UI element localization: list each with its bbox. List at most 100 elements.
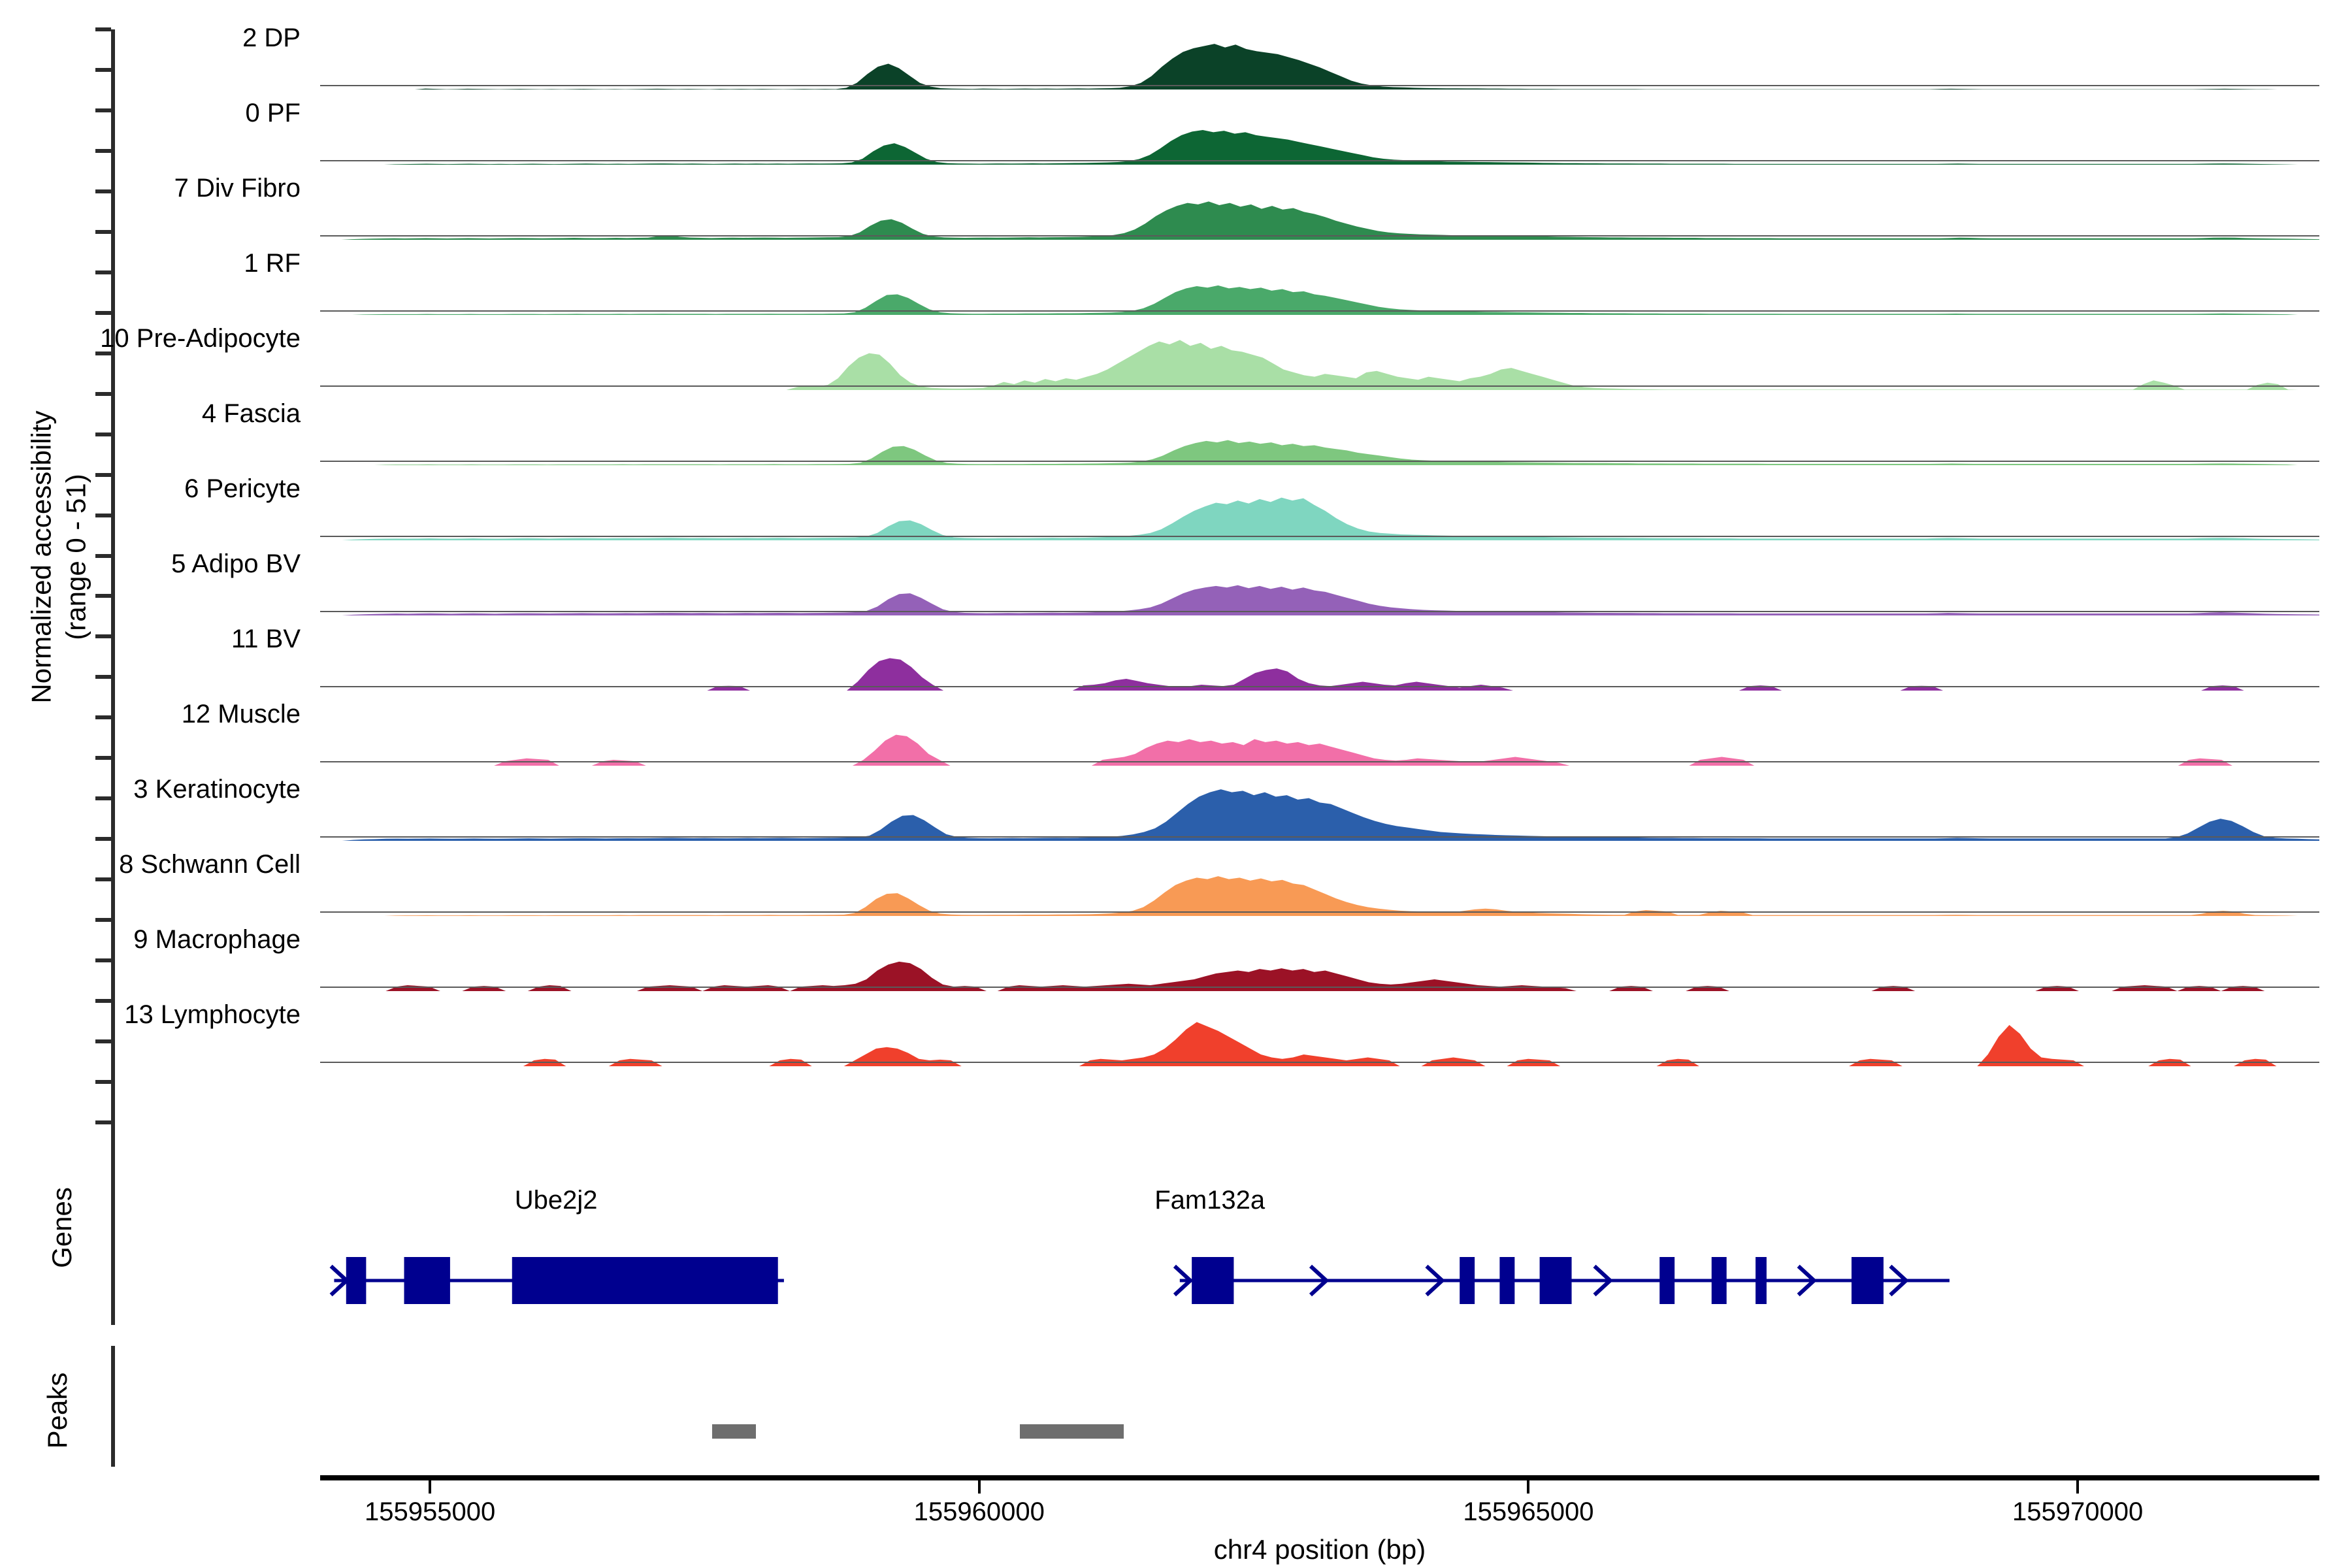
coverage-axis-tick xyxy=(95,756,111,760)
track-coverage-svg xyxy=(320,285,2319,315)
track-baseline xyxy=(320,385,2319,387)
track-label: 11 BV xyxy=(231,625,301,653)
track-baseline xyxy=(320,686,2319,687)
coverage-track-row: 9 Macrophage xyxy=(0,916,2352,991)
track-coverage-path xyxy=(320,129,2319,165)
coverage-axis-tick xyxy=(95,999,111,1004)
track-coverage-path xyxy=(320,585,2319,615)
track-coverage-svg xyxy=(320,497,2319,540)
coverage-axis-tick xyxy=(95,594,111,598)
gene-exon xyxy=(1659,1257,1675,1304)
coverage-axis-tick xyxy=(95,675,111,679)
track-coverage-path xyxy=(320,789,2319,841)
coverage-axis-tick xyxy=(95,189,111,193)
coverage-axis-tick xyxy=(95,270,111,274)
coverage-axis-tick xyxy=(95,148,111,153)
gene-strand-arrow-icon xyxy=(1425,1264,1445,1297)
gene-strand-arrow-icon xyxy=(1797,1264,1818,1297)
track-coverage-area xyxy=(320,240,2319,315)
track-coverage-area xyxy=(320,766,2319,841)
x-axis-tick-label: 155955000 xyxy=(365,1497,496,1526)
x-axis-title: chr4 position (bp) xyxy=(1213,1534,1426,1565)
coverage-track-row: 8 Schwann Cell xyxy=(0,841,2352,916)
track-baseline xyxy=(320,836,2319,838)
peaks-section-rule xyxy=(111,1346,115,1467)
x-axis-line xyxy=(320,1475,2319,1480)
coverage-axis-rule xyxy=(111,29,115,1122)
x-axis-tick-label: 155960000 xyxy=(913,1497,1045,1526)
track-label: 3 Keratinocyte xyxy=(133,775,301,804)
peaks-track xyxy=(320,1392,2319,1470)
coverage-axis-tick xyxy=(95,513,111,517)
gene-name-label: Fam132a xyxy=(1154,1186,1266,1215)
track-baseline xyxy=(320,987,2319,988)
coverage-tracks: 2 DP 0 PF 7 Div Fibro 1 RF 10 Pre-Adipocyte 4… xyxy=(0,14,2352,1066)
gene-exon xyxy=(1756,1257,1767,1304)
track-coverage-path xyxy=(320,340,2319,390)
track-baseline xyxy=(320,611,2319,612)
x-axis-tick xyxy=(1527,1480,1530,1494)
track-label: 10 Pre-Adipocyte xyxy=(100,324,301,353)
coverage-axis-tick xyxy=(95,229,111,234)
coverage-axis-tick xyxy=(95,1080,111,1085)
track-coverage-path xyxy=(320,734,2319,766)
track-baseline xyxy=(320,235,2319,237)
coverage-axis-tick xyxy=(95,553,111,558)
track-label: 12 Muscle xyxy=(181,700,301,728)
coverage-track-row: 10 Pre-Adipocyte xyxy=(0,315,2352,390)
track-coverage-path xyxy=(320,961,2319,991)
gene-exon xyxy=(404,1257,450,1304)
track-coverage-area xyxy=(320,615,2319,691)
gene-strand-arrow-icon xyxy=(1889,1264,1909,1297)
x-axis-tick xyxy=(429,1480,432,1494)
coverage-axis-tick xyxy=(95,310,111,315)
genes-track: Ube2j2 Fam132a xyxy=(320,1150,2319,1346)
gene-exon xyxy=(1460,1257,1475,1304)
track-coverage-area xyxy=(320,390,2319,465)
track-coverage-svg xyxy=(320,201,2319,240)
genes-section-label: Genes xyxy=(46,1187,77,1268)
track-label: 13 Lymphocyte xyxy=(124,1000,301,1029)
peak-bar xyxy=(711,1424,757,1439)
track-coverage-svg xyxy=(320,1022,2319,1066)
track-coverage-path xyxy=(320,201,2319,240)
coverage-axis-tick xyxy=(95,351,111,355)
genes-section-rule xyxy=(111,1122,115,1325)
track-coverage-path xyxy=(320,497,2319,540)
x-axis-tick xyxy=(2076,1480,2080,1494)
coverage-axis-tick xyxy=(95,837,111,841)
coverage-axis-tick xyxy=(95,472,111,477)
coverage-axis-tick xyxy=(95,958,111,963)
track-coverage-area xyxy=(320,165,2319,240)
track-coverage-svg xyxy=(320,129,2319,165)
track-baseline xyxy=(320,1062,2319,1063)
track-coverage-svg xyxy=(320,658,2319,691)
track-coverage-path xyxy=(320,1022,2319,1066)
track-baseline xyxy=(320,310,2319,312)
track-label: 4 Fascia xyxy=(201,399,301,428)
coverage-axis-tick xyxy=(95,715,111,720)
peaks-section-label: Peaks xyxy=(42,1372,73,1449)
track-baseline xyxy=(320,85,2319,86)
track-coverage-path xyxy=(320,285,2319,315)
gene-exon xyxy=(1851,1257,1884,1304)
coverage-axis-tick xyxy=(95,918,111,923)
track-coverage-svg xyxy=(320,585,2319,615)
track-coverage-area xyxy=(320,90,2319,165)
track-coverage-svg xyxy=(320,440,2319,465)
coverage-track-row: 5 Adipo BV xyxy=(0,540,2352,615)
x-axis-tick xyxy=(977,1480,981,1494)
coverage-track-row: 0 PF xyxy=(0,90,2352,165)
coverage-axis-tick xyxy=(95,27,111,31)
track-coverage-area xyxy=(320,841,2319,916)
x-axis-tick-label: 155970000 xyxy=(2012,1497,2144,1526)
track-coverage-area xyxy=(320,315,2319,390)
gene-exon xyxy=(1192,1257,1234,1304)
coverage-track-row: 3 Keratinocyte xyxy=(0,766,2352,841)
track-coverage-svg xyxy=(320,961,2319,991)
coverage-track-row: 1 RF xyxy=(0,240,2352,315)
track-label: 7 Div Fibro xyxy=(174,174,301,203)
coverage-track-row: 2 DP xyxy=(0,14,2352,90)
gene-strand-arrow-icon xyxy=(1593,1264,1613,1297)
gene-strand-arrow-icon xyxy=(1173,1264,1194,1297)
